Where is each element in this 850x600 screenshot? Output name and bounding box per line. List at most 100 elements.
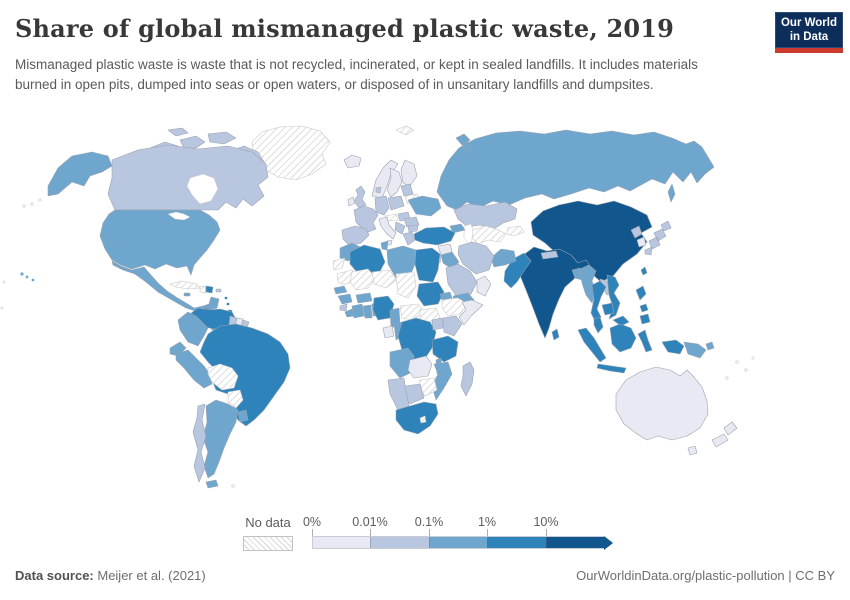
country-baltics[interactable] xyxy=(400,183,414,197)
country-puerto-rico[interactable] xyxy=(215,288,222,293)
country-sri-lanka[interactable] xyxy=(551,328,560,341)
country-usa[interactable] xyxy=(99,209,221,276)
country-sweden[interactable] xyxy=(386,167,403,198)
country-ivory-coast[interactable] xyxy=(351,303,365,319)
country-guinea[interactable] xyxy=(337,293,353,305)
country-papua-new-guinea[interactable] xyxy=(683,341,715,359)
country-hawaii[interactable] xyxy=(20,272,24,276)
country-lesotho[interactable] xyxy=(419,415,427,424)
country-afghanistan[interactable] xyxy=(490,248,517,268)
legend-no-data-swatch[interactable] xyxy=(243,536,293,551)
country-kyrgyzstan-tajikistan[interactable] xyxy=(506,225,525,237)
country-zambia[interactable] xyxy=(407,355,433,379)
country-tierra-del-fuego[interactable] xyxy=(205,479,219,489)
country-ghana[interactable] xyxy=(362,304,373,319)
country-eritrea[interactable] xyxy=(439,291,453,301)
country-australia[interactable] xyxy=(615,366,709,441)
country-thailand[interactable] xyxy=(590,280,607,324)
country-nigeria[interactable] xyxy=(372,295,395,321)
country-libya[interactable] xyxy=(386,245,417,279)
country-romania[interactable] xyxy=(403,216,420,228)
country-madagascar[interactable] xyxy=(460,361,475,397)
country-bulgaria[interactable] xyxy=(407,224,419,233)
country-canada[interactable] xyxy=(107,144,269,211)
legend-bin-1[interactable] xyxy=(370,537,429,548)
country-uk[interactable] xyxy=(353,185,367,209)
country-germany[interactable] xyxy=(374,195,390,216)
country-sudan[interactable] xyxy=(416,281,445,307)
country-niger[interactable] xyxy=(371,269,397,289)
country-burkina-faso[interactable] xyxy=(355,292,373,304)
country-lesser-antilles[interactable] xyxy=(226,302,230,306)
country-tasmania[interactable] xyxy=(687,445,698,456)
country-malaysia[interactable] xyxy=(593,315,630,334)
country-mexico[interactable] xyxy=(111,260,220,313)
country-algeria[interactable] xyxy=(349,244,386,279)
country-sierra-leone[interactable] xyxy=(339,303,348,312)
country-cuba[interactable] xyxy=(169,280,201,290)
legend-bin-0[interactable] xyxy=(313,537,371,548)
country-sakhalin[interactable] xyxy=(667,183,676,203)
country-namibia[interactable] xyxy=(387,377,410,411)
country-tanzania[interactable] xyxy=(431,335,459,363)
country-peru[interactable] xyxy=(175,349,213,389)
country-paraguay[interactable] xyxy=(227,389,244,409)
country-novaya-zemlya[interactable] xyxy=(455,133,473,154)
country-finland[interactable] xyxy=(400,159,418,187)
country-mozambique[interactable] xyxy=(431,361,453,401)
country-iceland[interactable] xyxy=(343,154,362,169)
country-philippines[interactable] xyxy=(635,285,651,325)
country-lesser-antilles[interactable] xyxy=(224,296,228,300)
country-tunisia[interactable] xyxy=(380,240,389,251)
country-north-korea[interactable] xyxy=(630,225,643,239)
country-iberia[interactable] xyxy=(341,225,370,247)
country-greece[interactable] xyxy=(402,231,416,246)
country-iran[interactable] xyxy=(457,241,495,275)
country-cambodia[interactable] xyxy=(601,302,615,316)
country-hawaii[interactable] xyxy=(25,275,29,279)
country-gabon[interactable] xyxy=(382,325,395,339)
country-argentina[interactable] xyxy=(202,399,239,479)
country-south-africa[interactable] xyxy=(395,401,439,435)
country-vietnam[interactable] xyxy=(606,274,621,320)
legend-bin-4[interactable] xyxy=(545,537,605,548)
country-taiwan[interactable] xyxy=(640,266,648,276)
country-nepal[interactable] xyxy=(540,250,559,260)
country-south-korea[interactable] xyxy=(636,236,647,248)
country-somalia[interactable] xyxy=(458,299,484,326)
owid-url-link[interactable]: OurWorldinData.org/plastic-pollution xyxy=(576,568,785,583)
country-ireland[interactable] xyxy=(347,196,356,207)
country-chile[interactable] xyxy=(192,403,207,483)
country-japan[interactable] xyxy=(644,220,672,256)
country-pakistan[interactable] xyxy=(503,252,532,289)
country-italy[interactable] xyxy=(378,216,397,246)
country-bolivia[interactable] xyxy=(207,363,239,391)
country-svalbard[interactable] xyxy=(395,125,415,136)
country-uzbekistan-turkmenistan[interactable] xyxy=(471,225,507,245)
country-egypt[interactable] xyxy=(414,247,441,283)
country-jamaica[interactable] xyxy=(183,292,191,297)
country-poland[interactable] xyxy=(387,195,405,211)
country-western-sahara[interactable] xyxy=(332,257,346,271)
country-oman[interactable] xyxy=(476,275,492,297)
legend-bin-2[interactable] xyxy=(428,537,488,548)
country-new-zealand[interactable] xyxy=(711,421,738,448)
country-ethiopia[interactable] xyxy=(441,297,469,317)
country-kazakhstan[interactable] xyxy=(453,201,518,230)
country-turkey[interactable] xyxy=(413,226,456,246)
country-indonesia[interactable] xyxy=(577,323,685,374)
country-mali[interactable] xyxy=(349,268,377,291)
country-colombia[interactable] xyxy=(177,311,209,347)
country-uruguay[interactable] xyxy=(237,409,249,423)
country-caucasus[interactable] xyxy=(449,223,466,234)
country-saudi-arabia[interactable] xyxy=(445,263,478,298)
country-central-african-republic[interactable] xyxy=(399,303,425,321)
country-haiti[interactable] xyxy=(199,285,207,294)
country-chad[interactable] xyxy=(395,271,417,299)
country-alaska[interactable] xyxy=(47,151,113,197)
owid-logo[interactable]: Our World in Data xyxy=(775,12,843,53)
legend-bin-3[interactable] xyxy=(487,537,546,548)
country-uganda[interactable] xyxy=(431,317,444,331)
country-hawaii[interactable] xyxy=(31,278,35,282)
country-france[interactable] xyxy=(353,205,379,234)
